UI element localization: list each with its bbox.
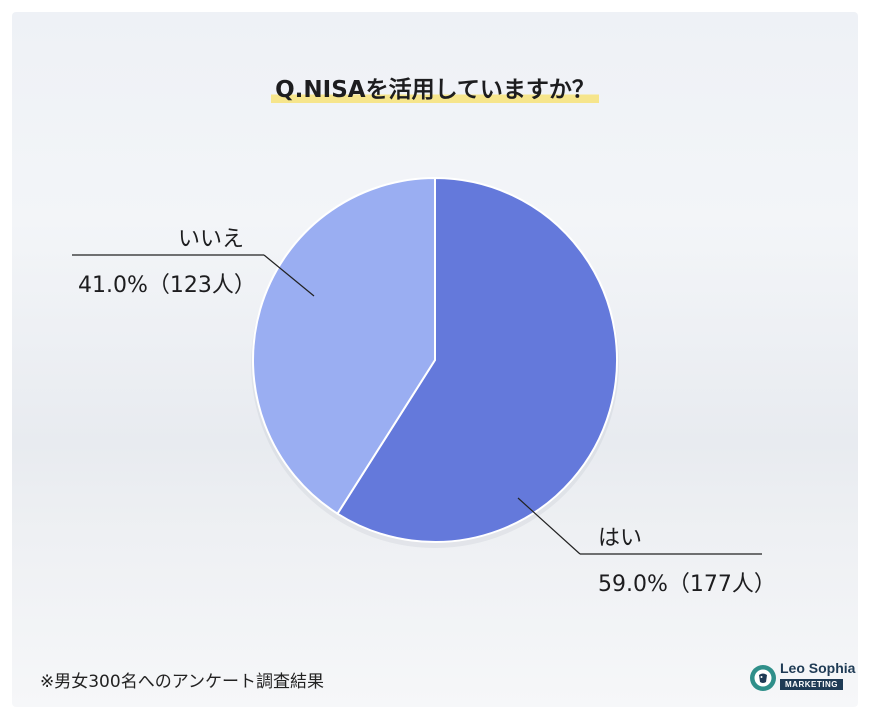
chart-title-text: Q.NISAを活用していますか？ (271, 77, 599, 105)
label-no-line-1: 41.0%（123人） (78, 273, 256, 298)
pie-slice-no (252, 176, 436, 516)
label-no-line-0: いいえ (178, 227, 244, 252)
brand-logo: Leo Sophia MARKETING (748, 657, 858, 701)
survey-footnote: ※男女300名へのアンケート調査結果 (40, 672, 325, 692)
logo-subtitle: MARKETING (780, 679, 843, 690)
chart-title: Q.NISAを活用していますか？ (12, 70, 858, 105)
pie-slice-yes (336, 176, 618, 543)
label-yes-line-1: 59.0%（177人） (598, 572, 776, 597)
leader-line-no (263, 254, 315, 297)
lion-head-icon (750, 665, 776, 691)
label-yes-line-0: はい (598, 526, 642, 551)
leader-line-yes (517, 497, 581, 555)
logo-name: Leo Sophia (780, 660, 856, 676)
